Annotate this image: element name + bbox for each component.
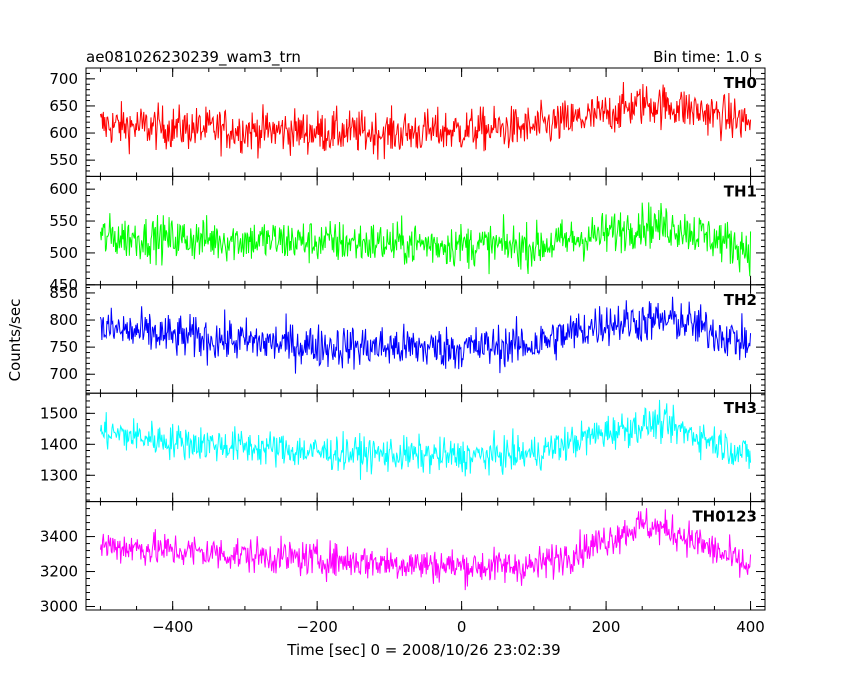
y-tick-label: 650 — [49, 97, 78, 115]
x-tick-label: −200 — [297, 618, 338, 636]
series-line-th0123 — [99, 508, 752, 591]
panel-th0123: 3000 3200 3400 TH0123 — [40, 501, 766, 616]
panels-group: 550 600 650 700 TH0 450 500 550 600 TH1 700 750 800 8… — [40, 67, 766, 616]
chart-title: ae081026230239_wam3_trn — [86, 48, 301, 67]
series-line-th0 — [99, 81, 752, 160]
y-axis-label: Counts/sec — [6, 299, 24, 382]
panel-name-label: TH1 — [724, 182, 757, 200]
y-tick-label: 3000 — [40, 598, 78, 616]
panel-name-label: TH2 — [724, 291, 757, 309]
y-tick-label: 1500 — [40, 404, 78, 422]
bin-time-label: Bin time: 1.0 s — [653, 48, 762, 66]
y-tick-label: 550 — [49, 212, 78, 230]
y-tick-label: 550 — [49, 151, 78, 169]
y-tick-label: 600 — [49, 180, 78, 198]
panel-name-label: TH3 — [724, 399, 757, 417]
y-tick-label: 750 — [49, 338, 78, 356]
panel-th1: 450 500 550 600 TH1 — [49, 175, 766, 294]
y-tick-label: 600 — [49, 124, 78, 142]
x-axis: −400 −200 0 200 400 — [152, 618, 765, 636]
series-line-th3 — [99, 399, 752, 480]
y-tick-label: 1300 — [40, 466, 78, 484]
x-tick-label: 0 — [457, 618, 467, 636]
panel-th0: 550 600 650 700 TH0 — [49, 67, 766, 177]
y-tick-label: 3400 — [40, 528, 78, 546]
y-tick-label: 3200 — [40, 563, 78, 581]
panel-name-label: TH0123 — [692, 508, 757, 526]
y-tick-label: 700 — [49, 70, 78, 88]
panel-th2: 700 750 800 850 TH2 — [49, 284, 766, 394]
panel-frame — [85, 392, 766, 503]
panel-th3: 1300 1400 1500 TH3 — [40, 392, 766, 503]
series-line-th1 — [99, 202, 752, 277]
x-axis-label: Time [sec] 0 = 2008/10/26 23:02:39 — [286, 641, 560, 659]
y-tick-label: 450 — [49, 276, 78, 294]
y-tick-label: 700 — [49, 365, 78, 383]
x-tick-label: 400 — [736, 618, 765, 636]
x-tick-label: −400 — [152, 618, 193, 636]
series-line-th2 — [99, 296, 752, 374]
y-tick-label: 850 — [49, 284, 78, 302]
panel-name-label: TH0 — [724, 74, 757, 92]
y-tick-label: 800 — [49, 311, 78, 329]
y-tick-label: 500 — [49, 244, 78, 262]
y-tick-label: 1400 — [40, 435, 78, 453]
x-tick-label: 200 — [592, 618, 621, 636]
panel-frame — [85, 501, 766, 611]
